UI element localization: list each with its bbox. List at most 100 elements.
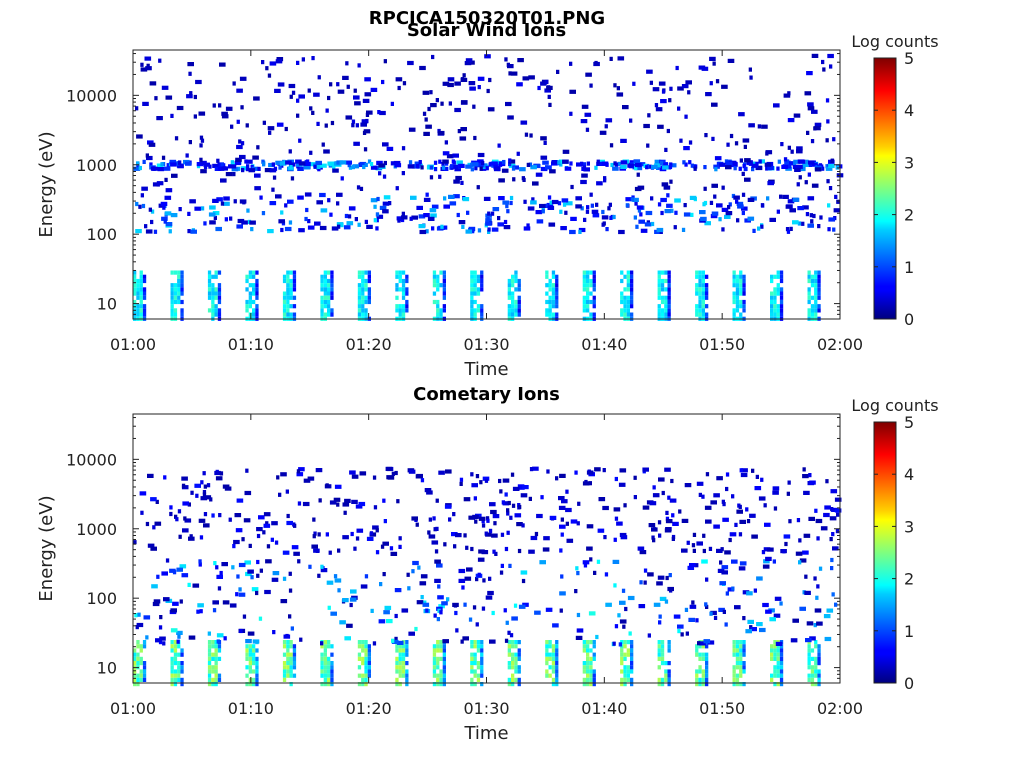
heatmap-cell [480, 270, 484, 275]
heatmap-cell [744, 158, 751, 163]
heatmap-cell [234, 513, 242, 518]
heatmap-cell [439, 673, 443, 678]
heatmap-cell [722, 609, 726, 614]
heatmap-cell [620, 648, 624, 653]
heatmap-cell [779, 278, 784, 284]
heatmap-cell [366, 536, 374, 541]
heatmap-cell [522, 177, 526, 182]
figure-title: RPCICA150320T01.PNG [369, 8, 605, 29]
heatmap-cell [580, 119, 588, 124]
heatmap-cell [470, 644, 474, 649]
heatmap-cell [592, 274, 596, 279]
heatmap-cell [221, 114, 229, 119]
heatmap-cell [442, 682, 446, 687]
heatmap-cell [620, 270, 624, 275]
heatmap-cell [165, 188, 173, 193]
heatmap-cell [309, 162, 316, 167]
heatmap-cell [177, 278, 181, 284]
heatmap-cell [817, 669, 821, 674]
heatmap-cell [514, 652, 518, 657]
heatmap-cell [779, 673, 784, 678]
heatmap-cell [357, 656, 362, 661]
heatmap-cell [327, 656, 331, 661]
heatmap-cell [356, 185, 361, 190]
heatmap-cell [147, 140, 154, 145]
heatmap-cell [767, 547, 774, 552]
heatmap-cell [177, 283, 181, 288]
heatmap-cell [688, 160, 692, 165]
heatmap-cell [770, 673, 774, 678]
heatmap-cell [620, 677, 624, 682]
heatmap-cell [476, 185, 480, 190]
heatmap-cell [667, 669, 671, 674]
heatmap-cell [327, 640, 331, 645]
heatmap-cell [657, 520, 662, 525]
heatmap-cell [705, 472, 710, 477]
heatmap-cell [228, 517, 232, 522]
heatmap-cell [698, 278, 702, 284]
heatmap-cell [353, 141, 360, 146]
heatmap-cell [237, 218, 245, 224]
heatmap-cell [337, 224, 341, 229]
heatmap-cell [442, 648, 446, 653]
heatmap-cell [592, 295, 596, 300]
heatmap-cell [609, 143, 614, 148]
heatmap-cell [698, 270, 702, 275]
heatmap-cell [517, 299, 521, 305]
heatmap-cell [360, 584, 368, 589]
colorbar-tick-label: 4 [904, 465, 914, 484]
heatmap-cell [681, 227, 686, 232]
heatmap-cell [514, 640, 518, 645]
heatmap-cell [779, 677, 784, 682]
heatmap-cell [280, 227, 284, 233]
heatmap-cell [588, 611, 596, 616]
heatmap-cell [219, 471, 224, 476]
heatmap-cell [582, 677, 586, 682]
heatmap-cell [473, 287, 477, 292]
heatmap-cell [814, 283, 818, 288]
heatmap-pixels [133, 53, 844, 321]
heatmap-cell [713, 524, 720, 529]
heatmap-cell [601, 161, 609, 166]
heatmap-cell [594, 467, 601, 472]
heatmap-cell [569, 61, 573, 66]
heatmap-cell [476, 274, 481, 279]
heatmap-cell [616, 92, 624, 97]
heatmap-cell [705, 291, 709, 296]
heatmap-cell [395, 295, 399, 300]
heatmap-cell [508, 71, 512, 76]
heatmap-cell [585, 127, 590, 132]
heatmap-cell [586, 161, 590, 166]
heatmap-cell [721, 84, 728, 89]
heatmap-cell [289, 656, 293, 661]
heatmap-cell [632, 81, 636, 86]
heatmap-cell [304, 192, 312, 197]
heatmap-cell [170, 677, 174, 682]
heatmap-cell [548, 278, 552, 284]
heatmap-cell [320, 304, 324, 309]
heatmap-cell [633, 215, 637, 220]
heatmap-cell [451, 159, 455, 164]
heatmap-cell [401, 278, 406, 284]
heatmap-cell [323, 299, 327, 305]
heatmap-cell [689, 563, 696, 568]
heatmap-cell [289, 295, 293, 300]
heatmap-cell [808, 162, 812, 167]
heatmap-cell [136, 652, 140, 657]
heatmap-cell [807, 644, 811, 649]
heatmap-cell [398, 274, 402, 279]
heatmap-cell [695, 312, 699, 317]
heatmap-cell [477, 85, 481, 90]
heatmap-cell [446, 154, 454, 159]
heatmap-cell [405, 291, 409, 296]
heatmap-cell [293, 551, 300, 556]
heatmap-cell [589, 283, 593, 288]
heatmap-cell [630, 274, 634, 279]
heatmap-cell [135, 625, 139, 630]
heatmap-cell [244, 490, 252, 496]
heatmap-cell [145, 66, 152, 71]
heatmap-cell [334, 578, 342, 583]
heatmap-cell [766, 196, 770, 201]
heatmap-cell [642, 505, 650, 510]
heatmap-cell [729, 160, 736, 165]
